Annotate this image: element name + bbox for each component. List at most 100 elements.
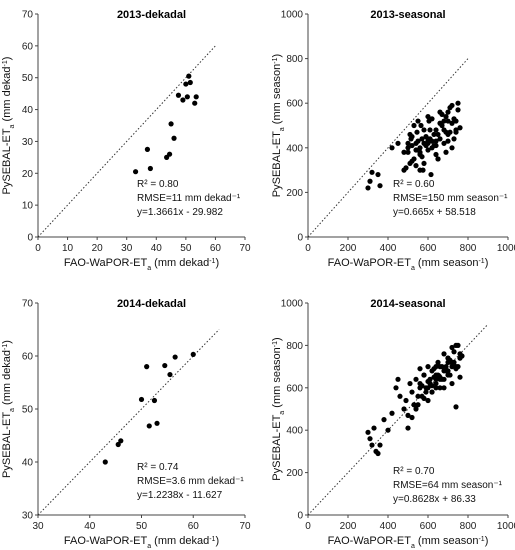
- stat-annotation: y=0.665x + 58.518: [393, 207, 476, 218]
- chart-title: 2013-seasonal: [370, 9, 445, 21]
- data-point: [441, 140, 447, 146]
- data-point: [417, 145, 423, 151]
- data-point: [171, 135, 177, 141]
- x-tick-label: 800: [460, 521, 477, 532]
- y-tick-label: 70: [22, 10, 34, 21]
- data-point: [413, 406, 419, 412]
- y-tick-label: 30: [22, 137, 34, 148]
- data-point: [419, 393, 425, 399]
- y-axis-label: PySEBAL-ETa (mm dekad-1): [1, 340, 16, 478]
- data-point: [445, 109, 451, 115]
- data-point: [405, 145, 411, 151]
- data-point: [433, 151, 439, 158]
- data-point: [409, 142, 415, 149]
- y-tick-label: 200: [286, 188, 303, 199]
- data-point: [401, 149, 407, 155]
- data-point: [433, 380, 439, 387]
- data-point: [435, 359, 441, 365]
- data-point: [389, 410, 395, 416]
- data-point: [407, 380, 413, 387]
- y-tick-label: 50: [22, 73, 34, 84]
- data-point: [429, 116, 435, 122]
- data-point: [186, 73, 192, 79]
- data-point: [429, 389, 435, 395]
- data-point: [451, 136, 457, 142]
- data-point: [425, 397, 431, 404]
- data-point: [451, 349, 457, 355]
- data-point: [443, 113, 449, 120]
- data-point: [151, 397, 158, 404]
- x-tick-label: 70: [239, 243, 251, 254]
- data-point: [437, 385, 443, 391]
- data-point: [445, 368, 451, 374]
- y-tick-label: 0: [297, 233, 303, 244]
- y-tick-label: 600: [286, 383, 303, 394]
- data-point: [409, 158, 415, 164]
- chart-panel-4: 0 200 400 600 800 1000 0 200 400 600 800 1000 2014-s…: [271, 298, 515, 550]
- x-tick-label: 400: [380, 521, 397, 532]
- data-point: [443, 129, 449, 135]
- data-point: [425, 140, 431, 146]
- data-point: [154, 420, 160, 426]
- x-tick-label: 0: [305, 521, 311, 532]
- data-point: [409, 389, 415, 395]
- data-point: [389, 145, 395, 151]
- data-point: [423, 389, 429, 395]
- data-point: [413, 163, 419, 169]
- x-tick-label: 50: [180, 243, 192, 254]
- data-point: [385, 427, 391, 433]
- x-axis-label: FAO-WaPOR-ETa (mm season-1): [328, 535, 489, 550]
- data-point: [451, 116, 457, 122]
- data-point: [415, 393, 421, 399]
- data-point: [381, 417, 387, 423]
- data-point: [395, 140, 401, 146]
- data-point: [166, 151, 173, 157]
- data-point: [132, 169, 139, 175]
- data-point: [453, 127, 459, 133]
- data-point: [457, 125, 463, 131]
- y-tick-label: 60: [22, 41, 34, 52]
- data-point: [443, 364, 449, 370]
- data-point: [441, 118, 447, 124]
- data-point: [443, 149, 449, 155]
- data-point: [367, 178, 373, 184]
- data-point: [167, 371, 173, 378]
- y-tick-label: 400: [286, 143, 303, 154]
- data-point: [413, 147, 419, 153]
- y-axis-label: PySEBAL-ETa (mm season-1): [271, 337, 286, 480]
- data-point: [175, 92, 182, 98]
- data-point: [377, 442, 383, 448]
- data-point: [449, 120, 455, 126]
- data-point: [431, 142, 437, 149]
- data-point: [417, 385, 423, 391]
- data-point: [435, 131, 441, 138]
- data-point: [369, 442, 375, 448]
- data-point: [417, 149, 423, 155]
- data-point: [427, 127, 433, 133]
- y-axis-label: PySEBAL-ETa (mm dekad-1): [1, 57, 16, 195]
- data-point: [405, 149, 411, 155]
- y-tick-label: 0: [297, 511, 303, 522]
- data-point: [365, 185, 371, 191]
- data-point: [144, 146, 151, 152]
- y-tick-label: 50: [22, 405, 34, 416]
- data-point: [417, 366, 423, 372]
- data-point: [190, 351, 196, 358]
- data-point: [425, 147, 431, 153]
- data-point: [421, 160, 427, 167]
- stat-annotation: RMSE=150 mm season⁻¹: [393, 193, 508, 204]
- x-tick-label: 60: [210, 243, 222, 254]
- data-point: [455, 364, 461, 370]
- y-tick-label: 1000: [281, 299, 304, 310]
- data-point: [193, 94, 199, 100]
- chart-panel-1: 0 10 20 30 40 50 60 70 0 10 20 30 40 50 60 70 2013-dekad…: [1, 9, 251, 272]
- data-point: [419, 136, 425, 142]
- y-tick-label: 20: [22, 169, 34, 180]
- y-tick-label: 400: [286, 426, 303, 437]
- data-point: [425, 385, 431, 391]
- data-point: [449, 380, 455, 387]
- data-point: [425, 113, 431, 120]
- y-tick-label: 40: [22, 105, 34, 116]
- stat-annotation: RMSE=11 mm dekad⁻¹: [137, 193, 241, 204]
